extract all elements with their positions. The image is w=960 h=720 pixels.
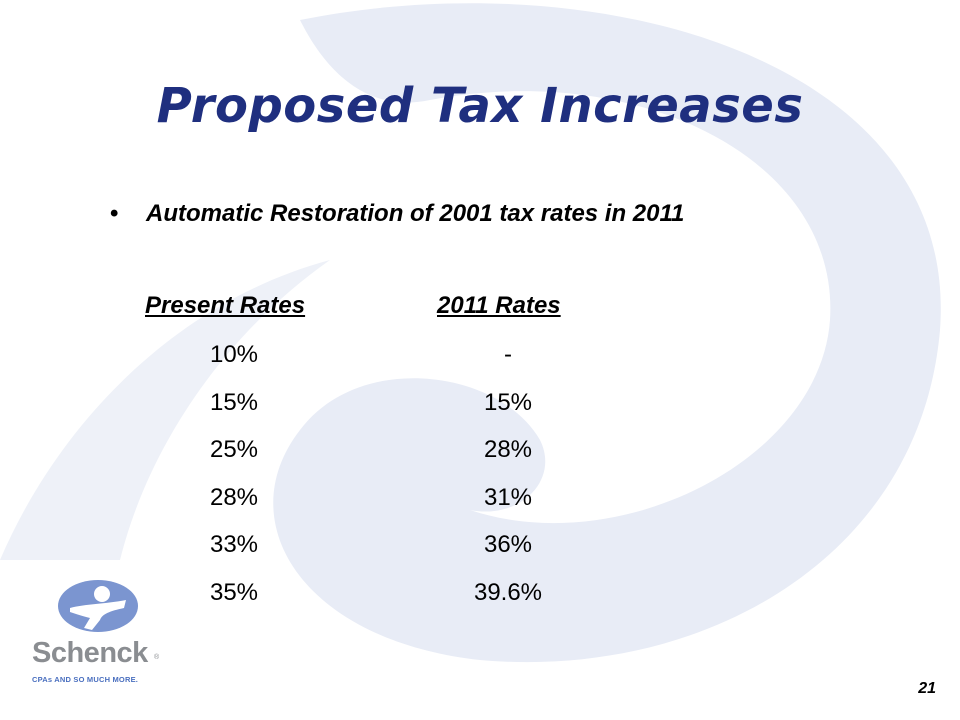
present-rate-cell: 33% [209,531,259,558]
2011-rate-cell: 39.6% [473,578,543,606]
logo-registered-mark: ® [154,654,160,661]
present-rate-cell: 10% [209,341,259,368]
page-number: 21 [918,680,936,697]
logo-tagline: CPAs AND SO MUCH MORE. [32,675,139,684]
2011-rate-cell: 15% [483,388,533,416]
present-rates-header: Present Rates [145,292,306,319]
2011-rates-header: 2011 Rates [437,292,561,319]
schenck-logo-figure [58,580,138,632]
2011-rate-cell: - [504,341,512,368]
present-rate-cell: 35% [209,578,259,606]
2011-rate-cell: 28% [483,436,533,463]
bullet-text: Automatic Restoration of 2001 tax rates … [146,200,685,227]
bullet-item: • Automatic Restoration of 2001 tax rates… [110,200,684,228]
2011-rate-cell: 36% [483,531,533,558]
2011-rate-cell: 31% [483,483,533,511]
present-rate-cell: 15% [209,388,259,416]
logo-wordmark: Schenck [32,637,148,669]
bullet-glyph: • [110,200,119,227]
present-rate-cell: 25% [209,436,259,463]
slide-title: Proposed Tax Increases [156,78,804,134]
present-rate-cell: 28% [209,483,259,511]
